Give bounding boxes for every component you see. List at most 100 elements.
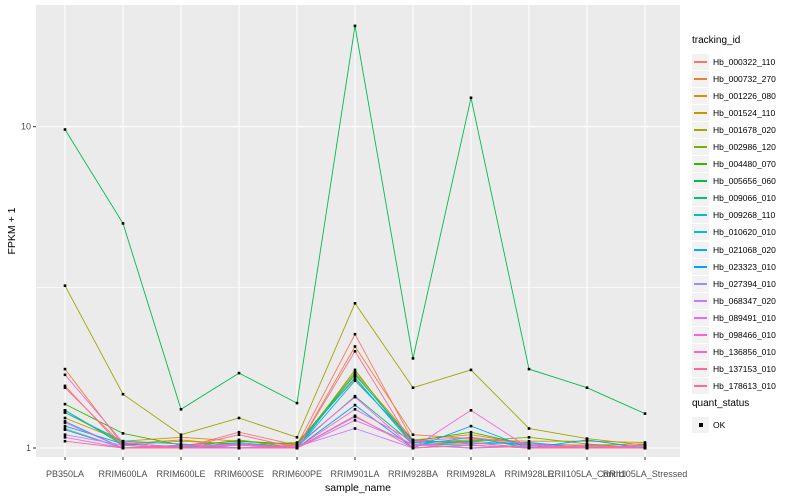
data-point xyxy=(179,408,183,411)
legend-key xyxy=(692,258,709,275)
legend-item-label: OK xyxy=(713,419,726,430)
legend-item-label: Hb_001226_080 xyxy=(713,90,776,101)
legend-item-label: Hb_002986_120 xyxy=(713,142,776,153)
legend-line-swatch xyxy=(694,265,707,268)
data-point xyxy=(353,371,357,374)
y-tick-label: 10 xyxy=(21,122,31,132)
data-point xyxy=(63,367,67,371)
legend-key xyxy=(692,104,709,121)
legend-key xyxy=(692,207,709,224)
data-point xyxy=(121,446,125,450)
legend-key xyxy=(692,53,709,70)
legend-item: Hb_009066_010 xyxy=(692,190,798,207)
legend-key xyxy=(692,361,709,378)
x-tick-label: RRII105LA_Stressed xyxy=(603,469,688,479)
data-point xyxy=(295,441,299,444)
data-point xyxy=(237,441,241,444)
data-point xyxy=(179,436,183,439)
legend-line-swatch xyxy=(694,111,707,114)
data-point xyxy=(411,386,415,389)
data-point xyxy=(353,419,357,422)
legend-line-swatch xyxy=(694,385,707,388)
legend-item-label: Hb_068347_020 xyxy=(713,295,776,306)
legend-line-swatch xyxy=(694,94,707,97)
legend-item: Hb_000322_110 xyxy=(692,53,798,70)
axis-title-y: FPKM + 1 xyxy=(6,207,18,255)
x-tick-label: RRII105LA_Control xyxy=(548,469,626,479)
legend-item-label: Hb_021068_020 xyxy=(713,244,776,255)
legend-title: tracking_id xyxy=(692,35,741,46)
legend-line-swatch xyxy=(694,231,707,234)
legend-line-swatch xyxy=(694,351,707,354)
legend-item: Hb_136856_010 xyxy=(692,344,798,361)
x-tick-label: RRIM600SE xyxy=(214,469,264,479)
data-point xyxy=(237,371,241,375)
data-point xyxy=(643,443,647,447)
data-point xyxy=(237,433,241,436)
legend-key xyxy=(692,70,709,87)
legend-item: Hb_002986_120 xyxy=(692,138,798,156)
data-point xyxy=(63,424,67,428)
legend-item-label: Hb_010620_010 xyxy=(713,227,776,238)
data-point xyxy=(411,443,415,447)
x-tick-label: RRIM600LE xyxy=(156,469,205,479)
data-point xyxy=(63,433,67,436)
legend-line-swatch xyxy=(694,128,707,131)
data-point xyxy=(527,427,531,430)
data-point xyxy=(63,284,67,287)
legend-key xyxy=(692,241,709,258)
data-point xyxy=(469,368,473,372)
data-point xyxy=(63,373,67,377)
legend-item: Hb_001226_080 xyxy=(692,87,798,104)
data-point xyxy=(353,377,357,381)
data-point xyxy=(353,427,357,430)
data-point xyxy=(179,445,183,448)
legend-item-label: Hb_009066_010 xyxy=(713,193,776,204)
data-point xyxy=(353,408,357,411)
legend-key xyxy=(692,292,709,309)
legend-item-label: Hb_023323_010 xyxy=(713,261,776,272)
data-point xyxy=(469,433,473,436)
plot-panel xyxy=(36,5,680,457)
data-point xyxy=(295,436,299,439)
x-tick-label: RRIM600LA xyxy=(98,469,147,479)
data-point xyxy=(353,376,357,379)
legend-line-swatch xyxy=(694,163,707,166)
legend-key xyxy=(692,327,709,344)
legend-key xyxy=(692,378,709,395)
legend-key xyxy=(692,275,709,292)
legend-item-label: Hb_001678_020 xyxy=(713,124,776,135)
y-tick-label: 1 xyxy=(26,443,31,453)
legend-item-label: Hb_136856_010 xyxy=(713,347,776,358)
data-point xyxy=(63,436,67,439)
data-point xyxy=(469,436,473,439)
data-point xyxy=(353,350,357,353)
data-point xyxy=(121,392,125,396)
data-point xyxy=(295,446,299,450)
legend-item: Hb_137153_010 xyxy=(692,361,798,378)
legend-item-label: Hb_000322_110 xyxy=(713,56,776,67)
data-point xyxy=(353,414,357,418)
legend-item: Hb_001678_020 xyxy=(692,121,798,138)
data-point xyxy=(63,128,67,131)
data-point xyxy=(295,443,299,447)
legend-item-label: Hb_027394_010 xyxy=(713,278,776,289)
legend-item-label: Hb_001524_110 xyxy=(713,107,776,118)
legend2-items: OK xyxy=(692,416,798,433)
legend-line-swatch xyxy=(694,282,707,285)
data-point xyxy=(411,446,415,450)
data-point xyxy=(469,430,473,434)
axis-title-x: sample_name xyxy=(325,482,391,494)
data-point xyxy=(527,441,531,444)
legend-item-label: Hb_000732_270 xyxy=(713,73,776,84)
x-tick-label: RRIM600PE xyxy=(272,469,322,479)
data-point xyxy=(63,416,67,420)
legend-line-swatch xyxy=(694,316,707,319)
data-point xyxy=(121,441,125,444)
data-point xyxy=(121,432,125,435)
legend-item: Hb_005656_060 xyxy=(692,173,798,190)
data-point xyxy=(63,411,67,414)
data-point xyxy=(353,368,357,372)
data-point xyxy=(411,439,415,443)
